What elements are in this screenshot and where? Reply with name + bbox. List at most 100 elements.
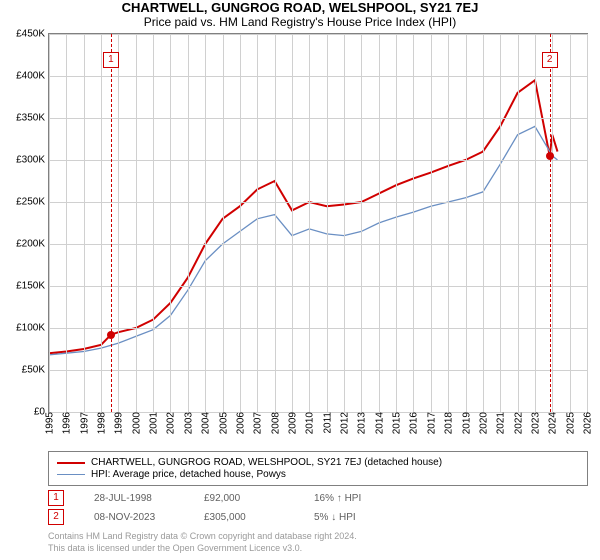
gridline-v: [292, 34, 293, 412]
gridline-h: [49, 34, 587, 35]
gridline-v: [344, 34, 345, 412]
x-tick-label: 1999: [112, 412, 125, 434]
gridline-v: [413, 34, 414, 412]
chart-title: CHARTWELL, GUNGROG ROAD, WELSHPOOL, SY21…: [0, 0, 600, 15]
gridline-v: [84, 34, 85, 412]
gridline-h: [49, 370, 587, 371]
y-tick-label: £300K: [16, 155, 49, 166]
gridline-v: [535, 34, 536, 412]
gridline-v: [587, 34, 588, 412]
gridline-h: [49, 76, 587, 77]
gridline-v: [223, 34, 224, 412]
transaction-date: 28-JUL-1998: [94, 493, 174, 504]
gridline-v: [66, 34, 67, 412]
transaction-table: 128-JUL-1998£92,00016% ↑ HPI208-NOV-2023…: [48, 490, 588, 525]
x-tick-label: 2004: [199, 412, 212, 434]
x-tick-label: 2014: [372, 412, 385, 434]
x-tick-label: 1995: [43, 412, 56, 434]
x-tick-label: 2009: [285, 412, 298, 434]
x-tick-label: 2010: [303, 412, 316, 434]
gridline-v: [257, 34, 258, 412]
marker-badge: 2: [542, 52, 558, 68]
chart-subtitle: Price paid vs. HM Land Registry's House …: [0, 15, 600, 29]
x-tick-label: 1997: [77, 412, 90, 434]
gridline-v: [275, 34, 276, 412]
legend-swatch: [57, 462, 85, 464]
marker-line: [550, 34, 551, 412]
x-tick-label: 2008: [268, 412, 281, 434]
gridline-v: [327, 34, 328, 412]
gridline-v: [240, 34, 241, 412]
x-tick-label: 1996: [60, 412, 73, 434]
x-tick-label: 2012: [338, 412, 351, 434]
legend-label: CHARTWELL, GUNGROG ROAD, WELSHPOOL, SY21…: [91, 457, 442, 468]
x-tick-label: 2007: [251, 412, 264, 434]
y-tick-label: £50K: [22, 365, 49, 376]
gridline-h: [49, 244, 587, 245]
y-tick-label: £100K: [16, 323, 49, 334]
chart-area: £0£50K£100K£150K£200K£250K£300K£350K£400…: [48, 33, 588, 413]
gridline-v: [466, 34, 467, 412]
gridline-h: [49, 328, 587, 329]
gridline-h: [49, 118, 587, 119]
transaction-price: £305,000: [204, 512, 284, 523]
gridline-v: [483, 34, 484, 412]
gridline-v: [205, 34, 206, 412]
x-tick-label: 2006: [233, 412, 246, 434]
transaction-badge: 1: [48, 490, 64, 506]
transaction-date: 08-NOV-2023: [94, 512, 174, 523]
y-tick-label: £400K: [16, 71, 49, 82]
marker-dot: [107, 331, 115, 339]
x-tick-label: 2013: [355, 412, 368, 434]
gridline-h: [49, 202, 587, 203]
marker-dot: [546, 152, 554, 160]
marker-line: [111, 34, 112, 412]
gridline-v: [170, 34, 171, 412]
series-price_paid: [49, 80, 557, 353]
y-tick-label: £200K: [16, 239, 49, 250]
footnote-line: Contains HM Land Registry data © Crown c…: [48, 531, 588, 543]
x-tick-label: 1998: [95, 412, 108, 434]
x-tick-label: 2019: [459, 412, 472, 434]
transaction-row: 208-NOV-2023£305,0005% ↓ HPI: [48, 509, 588, 525]
x-tick-label: 2003: [181, 412, 194, 434]
x-tick-label: 2001: [147, 412, 160, 434]
x-tick-label: 2020: [476, 412, 489, 434]
x-tick-label: 2025: [563, 412, 576, 434]
transaction-row: 128-JUL-1998£92,00016% ↑ HPI: [48, 490, 588, 506]
gridline-v: [188, 34, 189, 412]
legend-swatch: [57, 474, 85, 475]
y-tick-label: £250K: [16, 197, 49, 208]
x-tick-label: 2011: [320, 412, 333, 434]
x-tick-label: 2023: [528, 412, 541, 434]
x-tick-label: 2024: [546, 412, 559, 434]
legend-row: HPI: Average price, detached house, Powy…: [57, 469, 579, 480]
gridline-v: [448, 34, 449, 412]
y-tick-label: £350K: [16, 113, 49, 124]
legend-label: HPI: Average price, detached house, Powy…: [91, 469, 286, 480]
x-tick-label: 2000: [129, 412, 142, 434]
gridline-v: [153, 34, 154, 412]
legend-row: CHARTWELL, GUNGROG ROAD, WELSHPOOL, SY21…: [57, 457, 579, 468]
gridline-h: [49, 286, 587, 287]
gridline-v: [552, 34, 553, 412]
marker-badge: 1: [103, 52, 119, 68]
x-tick-label: 2022: [511, 412, 524, 434]
gridline-v: [49, 34, 50, 412]
x-tick-label: 2005: [216, 412, 229, 434]
footnote-line: This data is licensed under the Open Gov…: [48, 543, 588, 555]
x-tick-label: 2021: [494, 412, 507, 434]
gridline-v: [101, 34, 102, 412]
transaction-price: £92,000: [204, 493, 284, 504]
gridline-v: [396, 34, 397, 412]
x-tick-label: 2026: [581, 412, 594, 434]
y-tick-label: £150K: [16, 281, 49, 292]
figure: CHARTWELL, GUNGROG ROAD, WELSHPOOL, SY21…: [0, 0, 600, 560]
y-tick-label: £450K: [16, 29, 49, 40]
footnote: Contains HM Land Registry data © Crown c…: [48, 531, 588, 554]
x-tick-label: 2015: [390, 412, 403, 434]
gridline-v: [309, 34, 310, 412]
gridline-v: [379, 34, 380, 412]
legend: CHARTWELL, GUNGROG ROAD, WELSHPOOL, SY21…: [48, 451, 588, 486]
x-tick-label: 2018: [442, 412, 455, 434]
